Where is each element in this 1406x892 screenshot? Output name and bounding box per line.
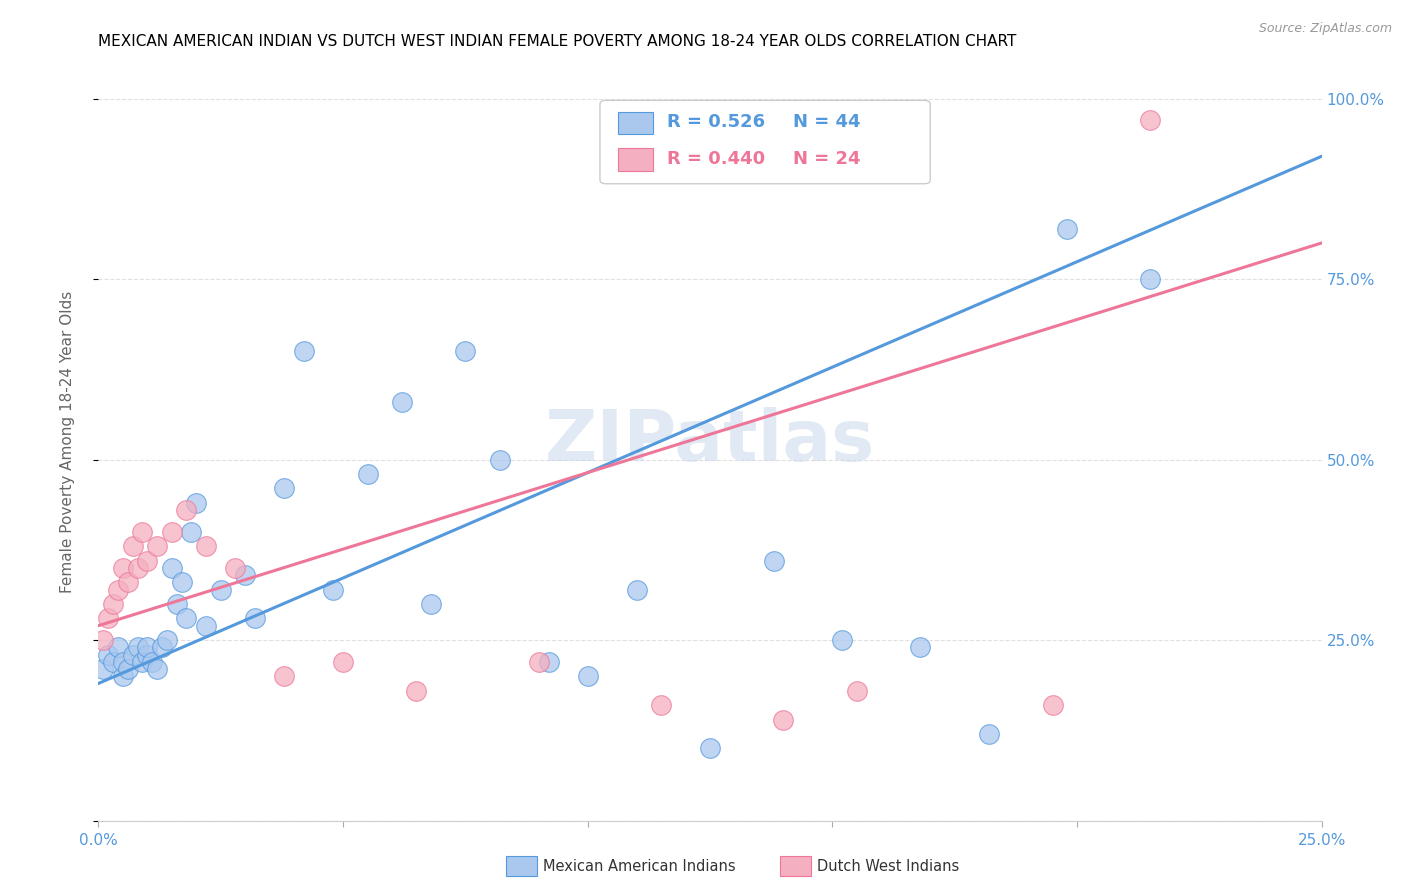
FancyBboxPatch shape (619, 148, 652, 171)
Point (1139, 272, 1161, 286)
Text: ZIPatlas: ZIPatlas (546, 407, 875, 476)
Point (127, 640, 149, 655)
Point (91, 662, 114, 676)
Point (160, 561, 183, 575)
Point (146, 539, 169, 553)
Text: N = 24: N = 24 (793, 151, 860, 169)
Point (136, 648, 159, 662)
Point (117, 575, 139, 590)
Point (292, 344, 315, 359)
Point (454, 344, 477, 359)
Point (845, 683, 868, 698)
Point (977, 727, 1000, 741)
Point (356, 467, 378, 481)
Point (141, 655, 163, 669)
Text: R = 0.526: R = 0.526 (668, 112, 765, 130)
Point (1056, 221, 1078, 235)
Point (273, 482, 295, 496)
Point (97, 648, 120, 662)
Point (1042, 698, 1064, 712)
Point (209, 582, 232, 597)
Point (97, 611, 120, 625)
Text: Dutch West Indians: Dutch West Indians (817, 859, 959, 873)
Point (146, 662, 169, 676)
Point (166, 597, 188, 611)
Text: N = 44: N = 44 (793, 112, 860, 130)
Point (111, 561, 134, 575)
Point (527, 655, 550, 669)
Point (121, 539, 143, 553)
Point (195, 618, 218, 632)
Point (195, 539, 218, 553)
Point (1139, 113, 1161, 128)
Point (127, 561, 149, 575)
Point (772, 713, 794, 727)
Text: Source: ZipAtlas.com: Source: ZipAtlas.com (1258, 22, 1392, 36)
Point (101, 597, 124, 611)
Point (322, 582, 344, 597)
Point (111, 669, 134, 683)
Point (626, 582, 648, 597)
Point (150, 640, 173, 655)
Point (121, 648, 143, 662)
Point (160, 524, 183, 539)
Point (107, 582, 129, 597)
Point (831, 633, 853, 648)
Point (576, 669, 599, 683)
Point (101, 655, 124, 669)
Point (650, 698, 672, 712)
Point (488, 452, 510, 467)
Point (91, 633, 114, 648)
Point (180, 524, 202, 539)
Point (391, 394, 413, 409)
Point (176, 611, 198, 625)
Text: Mexican American Indians: Mexican American Indians (543, 859, 735, 873)
Point (405, 683, 427, 698)
Point (699, 741, 721, 756)
Point (156, 633, 179, 648)
Point (131, 655, 153, 669)
Point (537, 655, 560, 669)
Point (910, 640, 932, 655)
Point (420, 597, 443, 611)
Text: R = 0.440: R = 0.440 (668, 151, 765, 169)
Y-axis label: Female Poverty Among 18-24 Year Olds: Female Poverty Among 18-24 Year Olds (60, 291, 75, 592)
Point (136, 554, 159, 568)
Point (111, 655, 134, 669)
FancyBboxPatch shape (619, 112, 652, 135)
Point (243, 611, 266, 625)
Point (107, 640, 129, 655)
Text: MEXICAN AMERICAN INDIAN VS DUTCH WEST INDIAN FEMALE POVERTY AMONG 18-24 YEAR OLD: MEXICAN AMERICAN INDIAN VS DUTCH WEST IN… (98, 34, 1017, 49)
Point (762, 554, 785, 568)
FancyBboxPatch shape (600, 101, 931, 184)
Point (224, 561, 246, 575)
Point (117, 662, 139, 676)
Point (273, 669, 295, 683)
Point (131, 524, 153, 539)
Point (136, 640, 159, 655)
Point (170, 575, 193, 590)
Point (332, 655, 354, 669)
Point (176, 503, 198, 517)
Point (186, 496, 208, 510)
Point (233, 568, 256, 582)
